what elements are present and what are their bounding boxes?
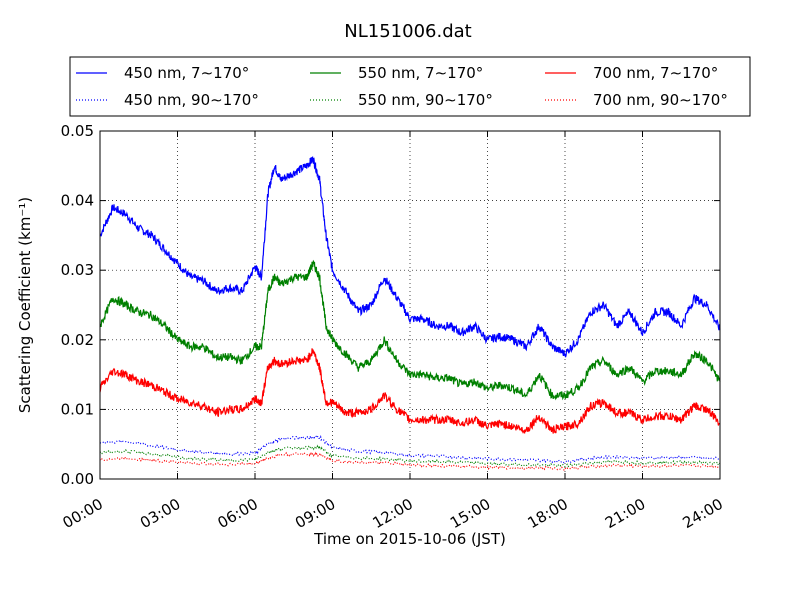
legend-label: 450 nm, 90∼170° <box>124 91 259 109</box>
series-line-3 <box>99 444 721 468</box>
x-axis-label: Time on 2015-10-06 (JST) <box>313 530 506 548</box>
legend: 450 nm, 7∼170° 550 nm, 7∼170° 700 nm, 7∼17… <box>69 56 751 117</box>
ticks: 00:00 03:00 06:00 09:00 12:00 15:00 18:00 21:00… <box>60 122 726 532</box>
legend-label: 550 nm, 7∼170° <box>358 64 483 82</box>
x-tick-label: 06:00 <box>215 495 261 532</box>
x-tick-label: 21:00 <box>602 495 648 532</box>
y-tick-label: 0.05 <box>61 122 94 140</box>
legend-label: 700 nm, 90∼170° <box>593 91 728 109</box>
series-line-1 <box>99 434 721 464</box>
y-tick-label: 0.04 <box>61 192 94 210</box>
series-layer <box>99 156 721 471</box>
y-tick-label: 0.00 <box>61 470 94 488</box>
legend-label: 700 nm, 7∼170° <box>593 64 718 82</box>
legend-label: 550 nm, 90∼170° <box>358 91 493 109</box>
series-line-4 <box>99 348 721 434</box>
y-tick-label: 0.02 <box>61 331 94 349</box>
x-tick-label: 12:00 <box>370 495 416 532</box>
x-tick-label: 03:00 <box>137 495 183 532</box>
grid <box>100 131 720 479</box>
y-tick-label: 0.01 <box>61 400 94 418</box>
series-line-2 <box>99 259 721 401</box>
series-line-0 <box>99 156 721 358</box>
x-tick-label: 00:00 <box>60 495 106 532</box>
x-tick-label: 24:00 <box>680 495 726 532</box>
legend-box <box>69 56 751 117</box>
chart-title: NL151006.dat <box>344 21 471 42</box>
legend-label: 450 nm, 7∼170° <box>124 64 249 82</box>
y-axis-label: Scattering Coefficient (km⁻¹) <box>16 197 34 413</box>
x-tick-label: 15:00 <box>447 495 493 532</box>
x-tick-label: 18:00 <box>525 495 571 532</box>
y-tick-label: 0.03 <box>61 261 94 279</box>
x-tick-label: 09:00 <box>292 495 338 532</box>
